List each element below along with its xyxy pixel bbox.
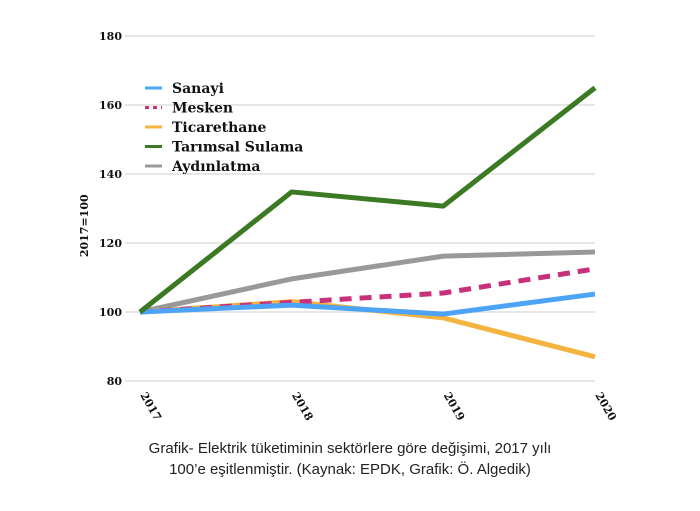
y-tick-label: 180 [99,30,122,43]
chart-caption: Grafik- Elektrik tüketiminin sektörlere … [0,438,700,480]
x-tick-label: 2019 [441,390,468,423]
series-line-1 [139,266,596,315]
y-axis-label: 2017=100 [78,194,91,257]
x-tick-label: 2020 [592,390,619,423]
x-tick-label: 2017 [137,390,164,423]
series-line-4 [139,249,596,315]
line-chart: 80 100 120 140 160 180 2017 2018 2019 2020 2017=10… [78,30,619,423]
x-tick-label: 2018 [289,390,316,423]
caption-line-2: 100’e eşitlenmiştir. (Kaynak: EPDK, Graf… [169,461,531,478]
caption-line-1: Grafik- Elektrik tüketiminin sektörlere … [148,440,552,457]
y-tick-label: 80 [107,375,123,388]
legend-label: Sanayi [172,81,224,97]
legend-label: Ticarethane [172,120,267,136]
legend-label: Tarımsal Sulama [172,140,303,156]
y-tick-label: 120 [99,237,122,250]
legend-label: Aydınlatma [171,159,260,175]
legend-label: Mesken [172,101,233,117]
y-tick-label: 160 [99,99,122,112]
series-line-0 [139,291,596,317]
series-line-3 [138,85,597,314]
y-tick-label: 100 [99,306,122,319]
y-tick-label: 140 [99,168,122,181]
